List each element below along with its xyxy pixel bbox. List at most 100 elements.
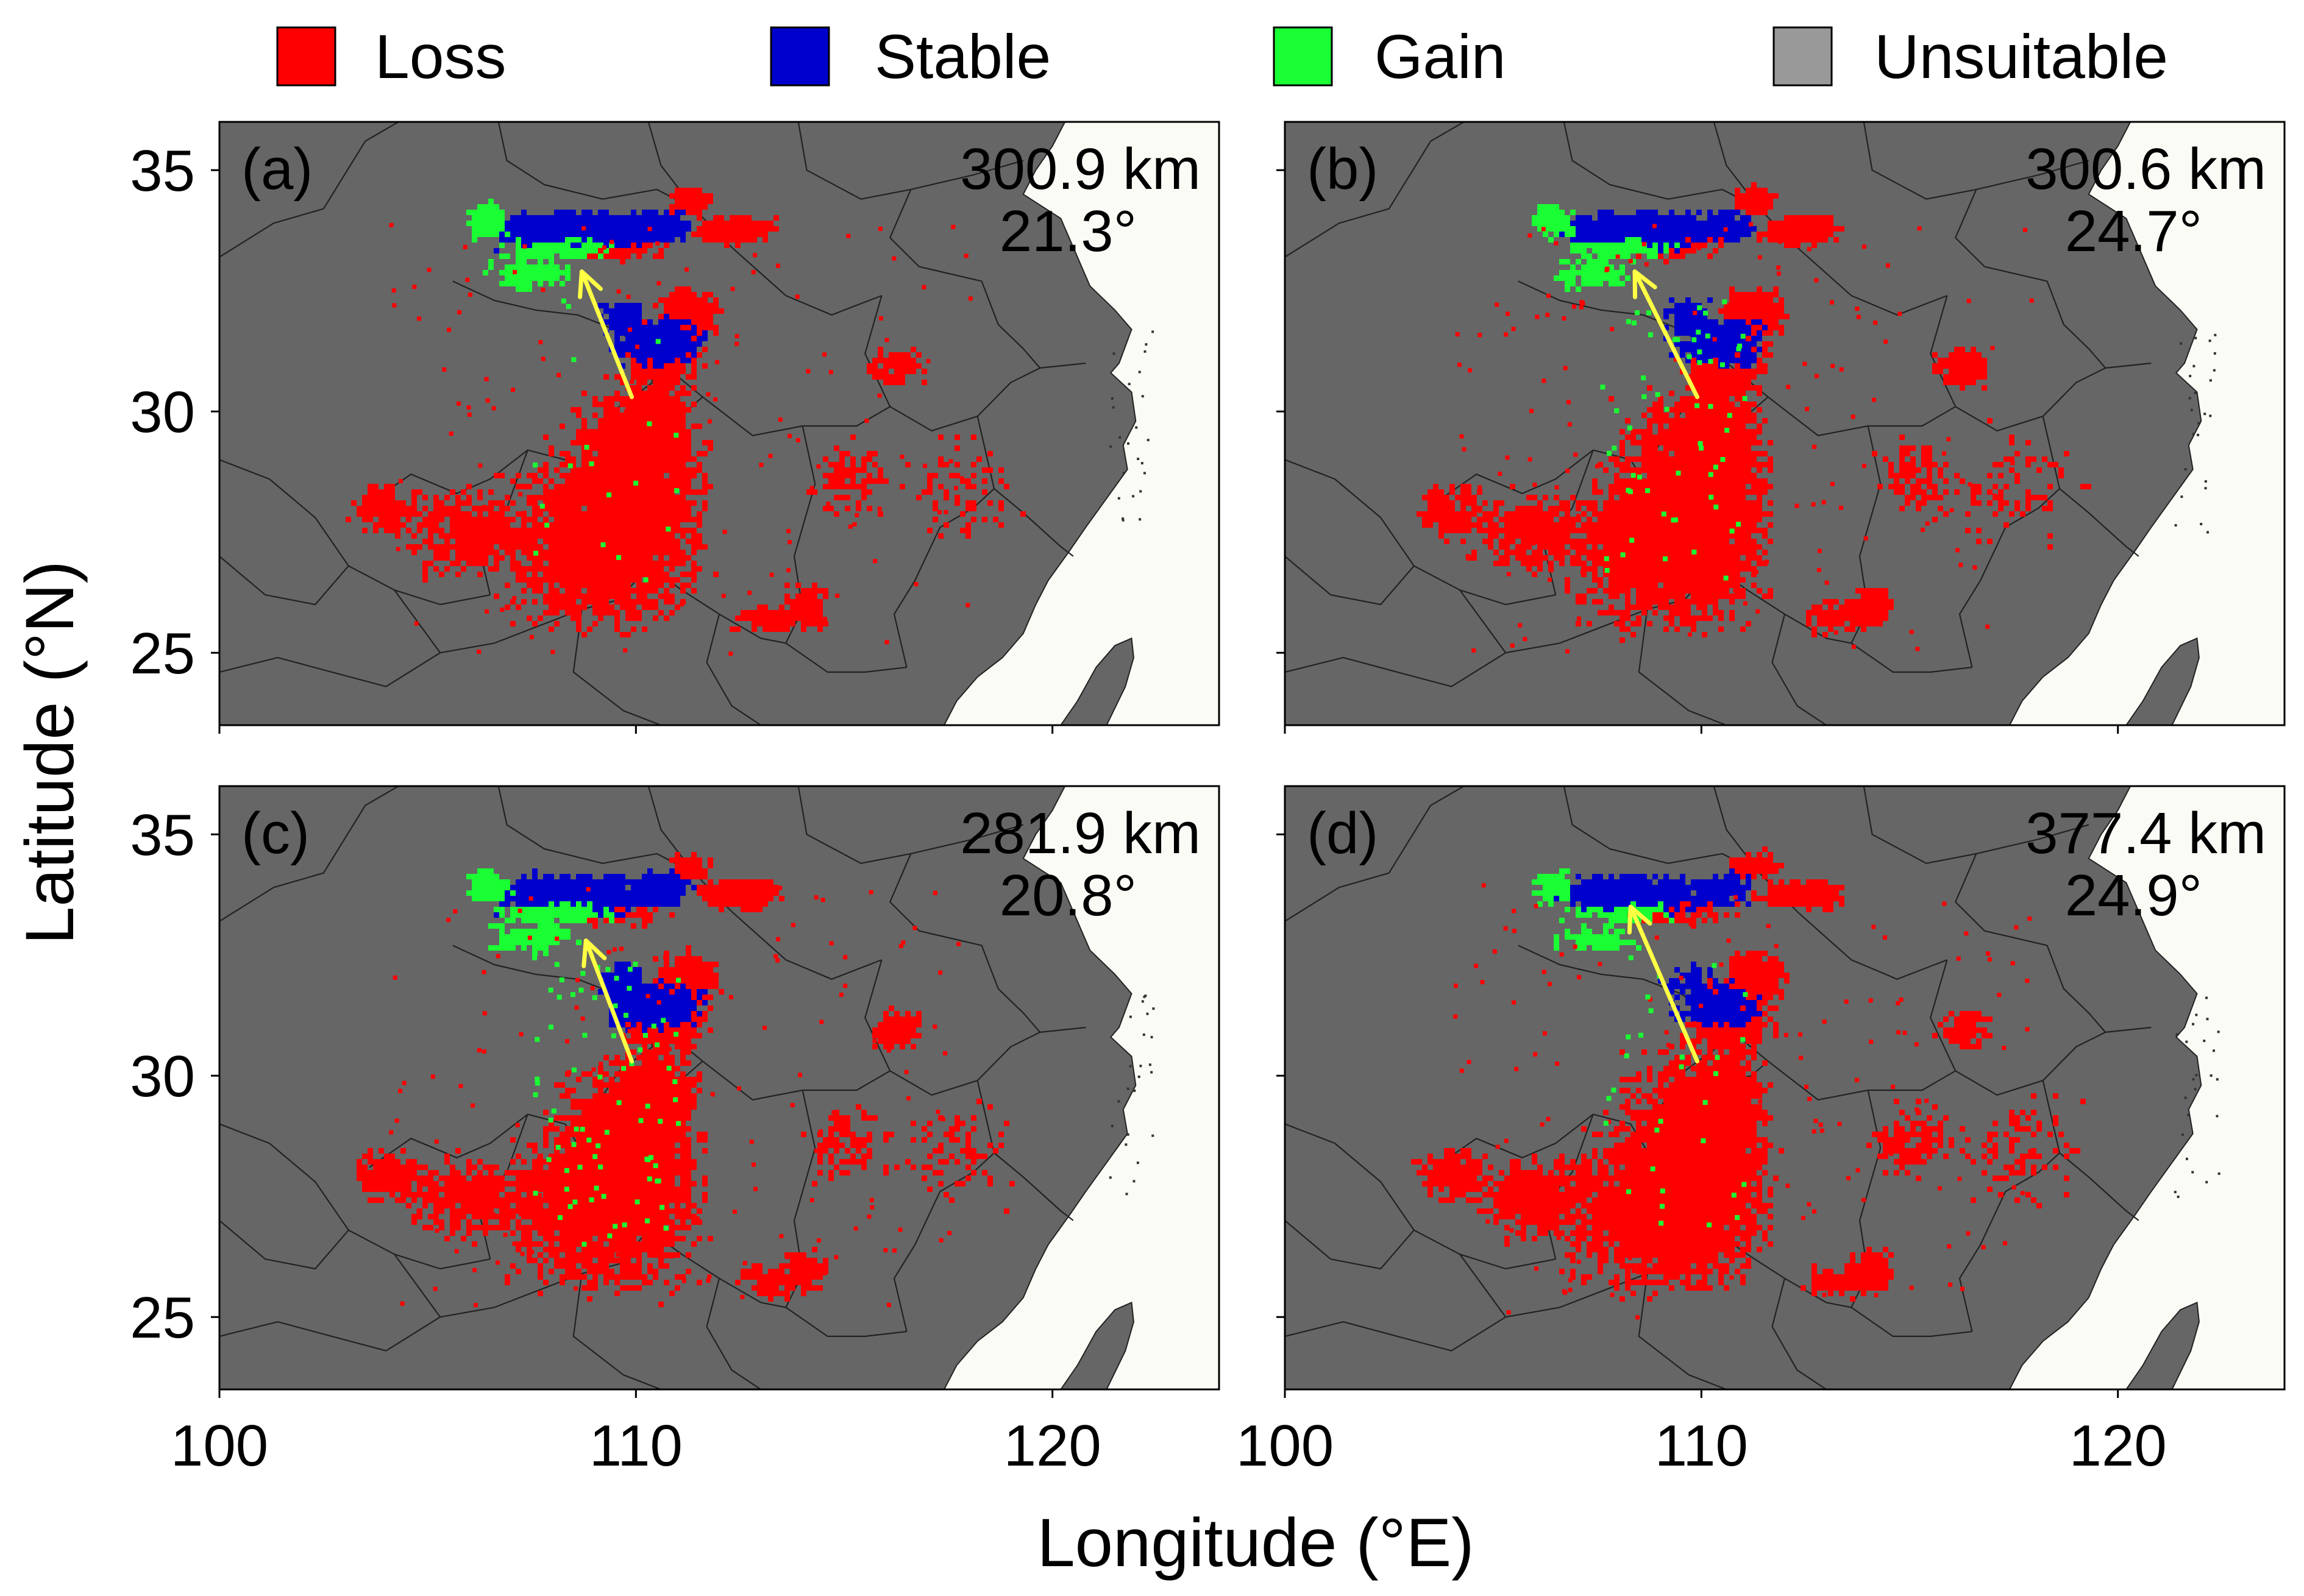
loss-cell (560, 594, 565, 599)
loss-cell (658, 429, 664, 434)
loss-cell (642, 572, 647, 577)
loss-cell (598, 561, 603, 566)
loss-cell (494, 539, 499, 544)
loss-cell (554, 555, 560, 561)
loss-cell (691, 473, 697, 478)
loss-cell (373, 511, 379, 517)
loss-cell (658, 484, 664, 489)
loss-cell (581, 473, 587, 478)
loss-cell (647, 588, 653, 594)
loss-cell (587, 533, 592, 539)
loss-cell (664, 506, 669, 511)
loss-cell (603, 456, 609, 462)
loss-cell (560, 599, 565, 605)
loss-cell (598, 588, 603, 594)
loss-cell (631, 402, 636, 407)
loss-cell (631, 517, 636, 522)
loss-cell (631, 577, 636, 583)
loss-cell (614, 561, 620, 566)
island (1143, 350, 1147, 353)
loss-cell (680, 413, 686, 418)
loss-cell (560, 424, 565, 429)
loss-cell (538, 511, 543, 517)
loss-cell (516, 572, 521, 577)
loss-cell (647, 424, 653, 429)
loss-cell (565, 506, 571, 511)
loss-cell (576, 561, 581, 566)
loss-cell (592, 528, 598, 533)
loss-cell (554, 511, 560, 517)
loss-cell (658, 561, 664, 566)
loss-cell (560, 517, 565, 522)
loss-cell (686, 391, 691, 396)
loss-cell (664, 533, 669, 539)
loss-cell (609, 550, 614, 555)
island (1139, 490, 1142, 493)
loss-cell (587, 561, 592, 566)
loss-cell (658, 451, 664, 456)
loss-cell (647, 539, 653, 544)
loss-cell (379, 495, 384, 500)
loss-cell (516, 577, 521, 583)
loss-cell (675, 605, 680, 610)
loss-cell (642, 467, 647, 473)
loss-cell (631, 506, 636, 511)
loss-cell (477, 506, 483, 511)
loss-cell (521, 550, 527, 555)
loss-cell (549, 555, 554, 561)
loss-cell (592, 500, 598, 506)
loss-cell (614, 478, 620, 484)
loss-cell (636, 440, 642, 445)
loss-cell (549, 572, 554, 577)
loss-cell (411, 500, 417, 506)
loss-cell (543, 484, 549, 489)
loss-cell (669, 484, 675, 489)
loss-cell (636, 594, 642, 599)
loss-cell (664, 484, 669, 489)
loss-cell (472, 561, 477, 566)
loss-cell (653, 484, 658, 489)
loss-cell (636, 566, 642, 572)
loss-cell (411, 544, 417, 550)
loss-cell (691, 402, 697, 407)
loss-cell (581, 456, 587, 462)
loss-cell (658, 577, 664, 583)
loss-cell (664, 413, 669, 418)
loss-cell (675, 577, 680, 583)
loss-cell (571, 473, 576, 478)
loss-cell (549, 495, 554, 500)
loss-cell (675, 550, 680, 555)
loss-cell (658, 418, 664, 424)
loss-cell (428, 539, 433, 544)
loss-cell (549, 561, 554, 566)
loss-cell (647, 462, 653, 467)
loss-cell (625, 594, 631, 599)
loss-cell (664, 615, 669, 621)
province-boundary (893, 488, 995, 668)
loss-cell (697, 522, 702, 528)
loss-cell (598, 467, 603, 473)
loss-cell (592, 396, 598, 402)
loss-cell (598, 506, 603, 511)
loss-cell (669, 495, 675, 500)
loss-cell (379, 511, 384, 517)
loss-cell (642, 489, 647, 495)
loss-cell (521, 539, 527, 544)
loss-cell (554, 605, 560, 610)
loss-cell (483, 550, 488, 555)
loss-cell (647, 451, 653, 456)
loss-cell (455, 550, 461, 555)
loss-cell (598, 605, 603, 610)
loss-cell (691, 467, 697, 473)
loss-cell (680, 506, 686, 511)
loss-cell (631, 522, 636, 528)
loss-cell (389, 517, 395, 522)
loss-cell (609, 506, 614, 511)
loss-cell (664, 396, 669, 402)
loss-cell (587, 451, 592, 456)
loss-cell (609, 610, 614, 615)
loss-cell (631, 434, 636, 440)
loss-cell (614, 621, 620, 626)
loss-cell (603, 478, 609, 484)
loss-cell (499, 544, 505, 550)
